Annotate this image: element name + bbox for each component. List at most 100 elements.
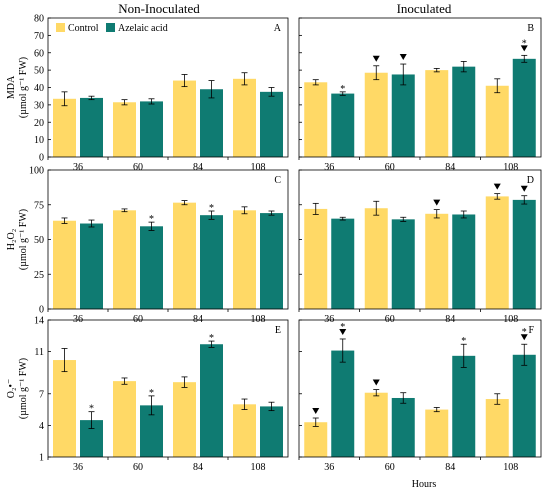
plot-frame <box>47 17 289 158</box>
panel-F: * 36 60 * 84 * 108 F <box>298 319 542 473</box>
x-tick-label: 84 <box>193 162 203 173</box>
bar <box>364 392 388 457</box>
triangle-marker <box>493 183 501 190</box>
y-tick-label: 100 <box>29 166 44 177</box>
bar <box>425 70 449 157</box>
y-tick-label: 10 <box>34 135 44 146</box>
bar <box>425 409 449 457</box>
y-tick-label: 14 <box>34 316 44 327</box>
bar <box>485 196 509 309</box>
bar <box>452 66 476 157</box>
triangle-marker <box>520 185 528 192</box>
x-tick-label: 84 <box>445 162 455 173</box>
significance-star: * <box>209 203 214 214</box>
bar <box>304 208 328 309</box>
triangle-marker <box>312 408 320 415</box>
panel-letter: F <box>528 325 534 336</box>
significance-star: * <box>209 333 214 344</box>
y-tick-label: 70 <box>34 31 44 42</box>
x-tick-label: 108 <box>503 462 518 473</box>
bar <box>80 223 103 309</box>
legend-label-azelaic: Azelaic acid <box>118 23 168 34</box>
y-tick-label: 11 <box>34 347 44 358</box>
bar <box>452 355 476 457</box>
bar <box>233 78 256 157</box>
x-tick-label: 36 <box>324 314 334 325</box>
significance-star: * <box>149 388 154 399</box>
y-axis-label: H₂O₂ <box>6 229 17 250</box>
panel-C: 36 * 60 * 84 108 0 25 50 75 100 C H₂O₂ (µmol g⁻¹ FW) <box>6 166 289 325</box>
legend-label-control: Control <box>68 23 99 34</box>
x-tick-label: 36 <box>73 314 83 325</box>
y-tick-label: 75 <box>34 200 44 211</box>
y-tick-label: 0 <box>39 153 44 164</box>
bar <box>364 72 388 157</box>
x-axis-label: Hours <box>412 479 437 490</box>
triangle-marker <box>372 55 380 62</box>
y-axis-label: O₂•⁻ <box>6 379 17 399</box>
x-tick-label: 36 <box>324 462 334 473</box>
legend-swatch-azelaic <box>106 23 115 32</box>
significance-star: * <box>522 38 527 49</box>
x-tick-label: 36 <box>73 162 83 173</box>
bar <box>80 97 103 157</box>
x-tick-label: 108 <box>251 462 266 473</box>
column-title-inoculated: Inoculated <box>397 1 452 16</box>
panel-D: 36 60 84 108 D <box>298 169 542 325</box>
panel-letter: D <box>527 175 534 186</box>
x-tick-label: 108 <box>503 162 518 173</box>
bar <box>80 420 103 457</box>
plot-frame <box>47 169 289 310</box>
y-tick-label: 50 <box>34 66 44 77</box>
bar <box>233 210 256 309</box>
significance-star: * <box>461 336 466 347</box>
plot-frame <box>298 169 542 310</box>
bar <box>260 406 283 457</box>
x-tick-label: 108 <box>251 314 266 325</box>
y-tick-label: 50 <box>34 235 44 246</box>
x-tick-label: 60 <box>385 462 395 473</box>
triangle-marker <box>399 54 407 61</box>
y-tick-label: 1 <box>39 453 44 464</box>
bar <box>452 214 476 309</box>
significance-star: * <box>149 214 154 225</box>
bar <box>200 344 223 457</box>
x-tick-label: 60 <box>133 314 143 325</box>
significance-star: * <box>340 84 345 95</box>
y-axis-unit: (µmol g⁻¹ FW) <box>18 57 29 118</box>
bar <box>391 219 415 309</box>
y-tick-label: 60 <box>34 48 44 59</box>
plot-frame <box>298 17 542 158</box>
legend-swatch-control <box>56 23 65 32</box>
bar <box>391 74 415 157</box>
y-tick-label: 80 <box>34 14 44 25</box>
panel-A: 36 60 84 108 0 10 20 30 40 50 60 70 80 A MDA (µmol g⁻¹ … <box>6 14 289 173</box>
y-tick-label: 25 <box>34 270 44 281</box>
significance-star: * <box>89 404 94 415</box>
bar <box>331 93 355 157</box>
y-tick-label: 7 <box>39 389 44 400</box>
panel-letter: C <box>274 175 281 186</box>
triangle-marker <box>339 328 347 335</box>
bar <box>331 350 355 457</box>
bar <box>53 360 76 457</box>
bar <box>331 218 355 309</box>
x-tick-label: 84 <box>445 314 455 325</box>
bar <box>53 98 76 157</box>
column-title-non-inoculated: Non-Inoculated <box>118 1 200 16</box>
triangle-marker <box>372 379 380 386</box>
legend: Control Azelaic acid <box>56 23 168 34</box>
y-tick-label: 40 <box>34 83 44 94</box>
triangle-marker <box>520 334 528 341</box>
x-tick-label: 36 <box>324 162 334 173</box>
bar <box>260 91 283 157</box>
x-tick-label: 60 <box>133 462 143 473</box>
x-tick-label: 60 <box>133 162 143 173</box>
y-axis-unit: (µmol g⁻¹ FW) <box>18 358 29 419</box>
bar <box>140 101 163 157</box>
bar <box>304 82 328 157</box>
bar <box>425 213 449 309</box>
y-axis-label: MDA <box>6 75 17 99</box>
